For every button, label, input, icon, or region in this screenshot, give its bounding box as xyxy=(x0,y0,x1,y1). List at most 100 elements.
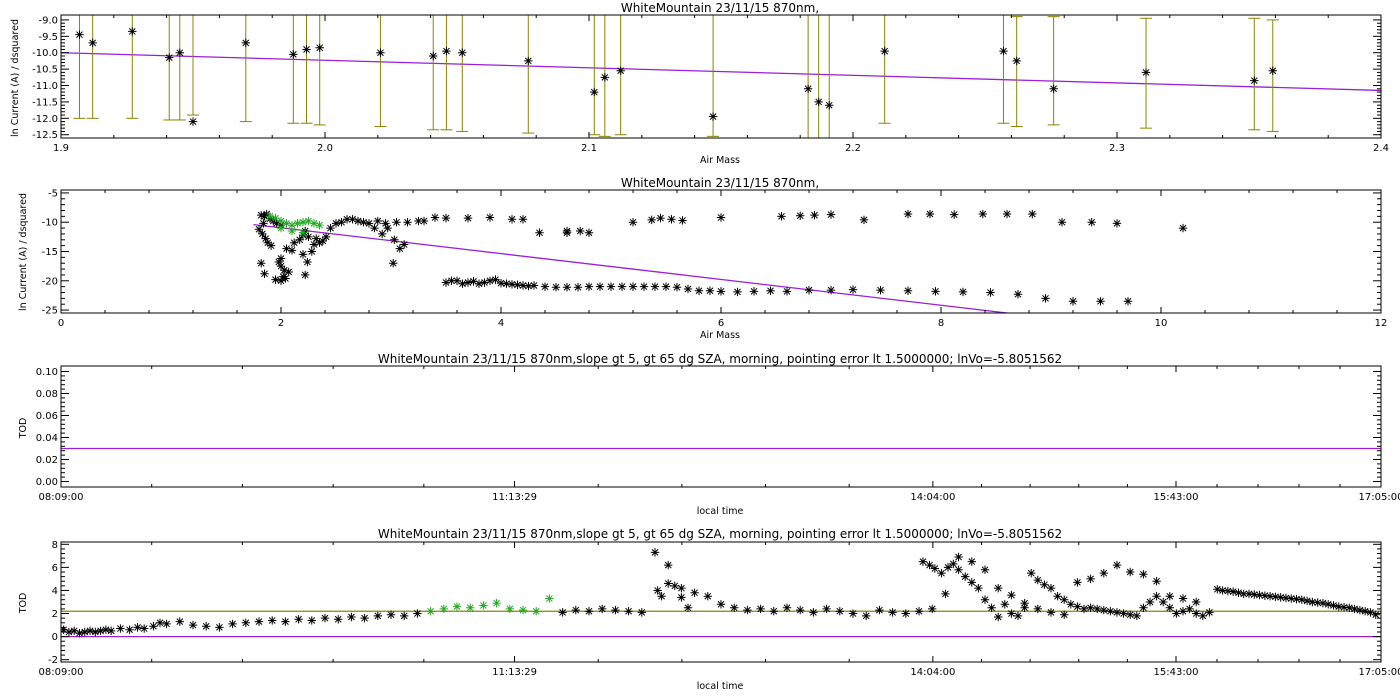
data-point xyxy=(1313,598,1322,607)
data-point xyxy=(485,213,495,222)
data-point xyxy=(653,586,662,595)
panel-title: WhiteMountain 23/11/15 870nm,slope gt 5,… xyxy=(378,527,1062,541)
data-point xyxy=(75,30,84,39)
y-tick-label: -10 xyxy=(42,218,58,229)
data-point xyxy=(810,210,819,220)
data-point xyxy=(980,595,990,604)
selected-point xyxy=(505,604,514,614)
plot-area xyxy=(61,548,1381,638)
data-point xyxy=(507,280,517,289)
data-point xyxy=(1371,610,1380,619)
data-point xyxy=(447,276,456,285)
x-axis-label: local time xyxy=(697,506,744,517)
data-point xyxy=(263,238,272,247)
selected-point xyxy=(282,219,291,228)
y-axis-label: TOD xyxy=(18,593,29,615)
data-point xyxy=(1033,604,1042,614)
data-point xyxy=(749,287,759,296)
data-point xyxy=(628,282,638,291)
data-point xyxy=(280,266,289,275)
data-point xyxy=(595,282,605,291)
data-point xyxy=(315,238,324,247)
data-point xyxy=(1112,608,1122,617)
plot-area xyxy=(61,15,1381,138)
data-point xyxy=(334,615,343,624)
data-point xyxy=(683,603,693,612)
data-point xyxy=(304,232,313,242)
y-tick-label: 0.10 xyxy=(36,367,58,378)
selected-point xyxy=(298,218,308,227)
data-point xyxy=(290,238,299,247)
fit-line xyxy=(253,223,1008,313)
data-point xyxy=(639,282,649,291)
data-point xyxy=(980,565,990,574)
x-tick-label: 15:43:00 xyxy=(1154,667,1199,678)
data-point xyxy=(782,287,792,296)
axes-frame xyxy=(60,365,1382,488)
selected-point xyxy=(276,223,286,233)
data-point xyxy=(903,286,913,295)
data-point xyxy=(298,250,308,259)
x-tick-label: 15:43:00 xyxy=(1154,492,1199,503)
data-point xyxy=(257,259,266,268)
data-point xyxy=(1053,592,1062,601)
data-point xyxy=(628,218,638,227)
data-point xyxy=(1126,610,1135,619)
data-point xyxy=(650,548,660,557)
data-point xyxy=(862,611,871,621)
data-point xyxy=(826,285,836,295)
x-tick-label: 17:05:00 xyxy=(1359,492,1400,503)
data-point xyxy=(1355,605,1365,615)
data-point xyxy=(1165,592,1174,601)
data-point xyxy=(1360,607,1370,616)
data-point xyxy=(624,607,633,616)
data-point xyxy=(284,267,293,277)
data-point xyxy=(502,279,511,288)
data-point xyxy=(257,210,266,220)
selected-point xyxy=(293,219,302,228)
data-point xyxy=(228,619,237,629)
data-point xyxy=(1119,609,1128,618)
data-point xyxy=(320,613,330,623)
data-point xyxy=(656,213,665,223)
data-point xyxy=(1013,611,1023,621)
data-point xyxy=(1239,589,1248,599)
data-point xyxy=(1345,603,1354,612)
data-point xyxy=(400,611,409,621)
axes-frame xyxy=(60,14,1382,139)
data-point xyxy=(925,560,934,570)
y-tick-label: -9.0 xyxy=(38,15,58,26)
data-point xyxy=(188,117,198,126)
data-point xyxy=(1250,76,1259,85)
data-point xyxy=(1324,600,1333,609)
data-point xyxy=(584,228,594,237)
data-point xyxy=(1152,592,1161,601)
data-point xyxy=(474,279,484,288)
data-point xyxy=(1178,594,1188,603)
selected-point xyxy=(304,216,313,226)
x-tick-label: 11:13:29 xyxy=(492,667,537,678)
data-point xyxy=(128,27,137,36)
data-point xyxy=(1185,604,1194,614)
y-tick-label: -11.5 xyxy=(32,97,58,108)
data-point xyxy=(809,608,818,617)
data-point xyxy=(188,620,198,630)
y-tick-label: -20 xyxy=(42,276,58,287)
data-point xyxy=(383,223,392,233)
data-point xyxy=(573,283,583,292)
data-point xyxy=(848,285,858,294)
data-point xyxy=(1218,586,1227,595)
selected-point xyxy=(545,594,554,603)
y-tick-label: -12.5 xyxy=(32,130,58,141)
data-point xyxy=(1172,609,1181,618)
data-point xyxy=(769,607,778,616)
data-point xyxy=(677,583,686,593)
data-point xyxy=(1086,603,1095,612)
y-tick-label: 6 xyxy=(52,563,58,574)
panel-airmass-full: WhiteMountain 23/11/15 870nm, Air Mass l… xyxy=(18,176,1387,341)
data-point xyxy=(101,625,111,634)
data-point xyxy=(175,48,184,57)
data-point xyxy=(1123,297,1133,306)
data-point xyxy=(1099,605,1108,615)
